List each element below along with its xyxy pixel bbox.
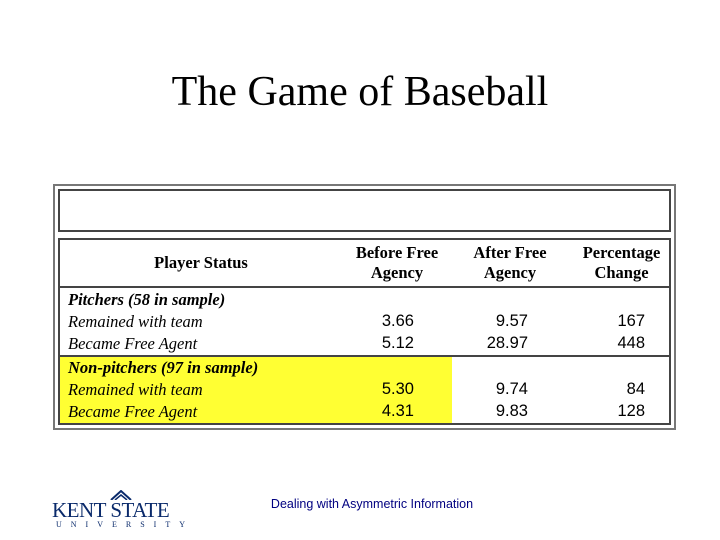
- cell-before: 4.31: [342, 400, 452, 423]
- data-table: Player Status Before Free Agency After F…: [60, 240, 669, 423]
- table-row: Remained with team 3.66 9.57 167: [60, 310, 669, 332]
- table-row: Became Free Agent 5.12 28.97 448: [60, 332, 669, 355]
- header-player-status: Player Status: [60, 240, 342, 288]
- data-table-box: Player Status Before Free Agency After F…: [58, 238, 671, 425]
- logo-subtitle: UNIVERSITY: [56, 520, 194, 529]
- cell-after: 28.97: [486, 333, 528, 352]
- header-after-free-agency: After Free Agency: [452, 240, 568, 288]
- kent-state-logo: KENT STATE UNIVERSITY: [52, 490, 185, 530]
- cell-change: 167: [617, 311, 645, 330]
- row-label: Remained with team: [60, 378, 342, 401]
- row-label: Became Free Agent: [68, 333, 198, 353]
- cell-change: 84: [626, 380, 645, 399]
- cell-before: 5.30: [342, 378, 452, 401]
- group-label-pitchers: Pitchers (58 in sample): [68, 289, 226, 309]
- table-caption-box: [58, 189, 671, 232]
- table-header-row: Player Status Before Free Agency After F…: [60, 240, 669, 288]
- cell-after: 9.74: [495, 380, 528, 399]
- table-row: Remained with team 5.30 9.74 84: [60, 378, 669, 401]
- row-label: Became Free Agent: [60, 400, 342, 423]
- logo-mark-icon: [110, 490, 132, 500]
- slide-title: The Game of Baseball: [171, 69, 549, 115]
- table-frame: Player Status Before Free Agency After F…: [53, 184, 676, 430]
- group-label-non-pitchers: Non-pitchers (97 in sample): [60, 354, 342, 379]
- cell-before: 3.66: [381, 311, 414, 330]
- cell-change: 448: [617, 333, 645, 352]
- cell-after: 9.83: [495, 402, 528, 421]
- row-label: Remained with team: [68, 311, 203, 331]
- cell-after: 9.57: [495, 311, 528, 330]
- cell-change: 128: [617, 402, 645, 421]
- table-row: Became Free Agent 4.31 9.83 128: [60, 400, 669, 423]
- header-before-free-agency: Before Free Agency: [342, 240, 452, 288]
- footer-caption: Dealing with Asymmetric Information: [270, 497, 474, 511]
- header-percentage-change: Percentage Change: [568, 240, 669, 288]
- group-row: Pitchers (58 in sample): [60, 287, 669, 310]
- logo-wordmark: KENT STATE: [52, 498, 170, 522]
- group-row: Non-pitchers (97 in sample): [60, 354, 669, 379]
- cell-before: 5.12: [381, 333, 414, 352]
